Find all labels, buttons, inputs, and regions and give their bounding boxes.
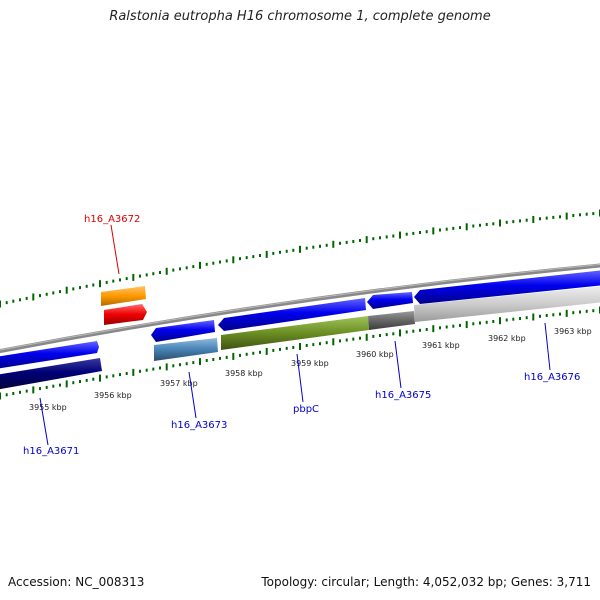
ruler-label: 3959 kbp [291,359,329,368]
gene-h16-a3675-forward[interactable] [367,292,413,309]
accession-text: Accession: NC_008313 [8,575,145,589]
gene-h16-a3671-reverse[interactable] [0,358,102,390]
topology-text: Topology: circular; Length: 4,052,032 bp… [261,575,591,589]
gene-label-h16-a3671[interactable]: h16_A3671 [23,446,79,457]
upper-tick-track [0,209,600,308]
gene-h16-a3673-forward[interactable] [151,320,215,342]
gene-h16-a3675-reverse[interactable] [368,311,415,330]
gene-h16-a3671-forward[interactable] [0,341,99,369]
gene-h16-a3672-orange[interactable] [101,286,146,306]
map-title: Ralstonia eutropha H16 chromosome 1, com… [109,9,491,24]
gene-label-h16-a3676[interactable]: h16_A3676 [524,372,580,383]
ruler-label: 3955 kbp [29,403,67,412]
gene-label-h16-a3675[interactable]: h16_A3675 [375,390,431,401]
ruler-label: 3961 kbp [422,341,460,350]
gene-label-h16-a3673[interactable]: h16_A3673 [171,420,227,431]
ruler-labels: 3955 kbp 3956 kbp 3957 kbp 3958 kbp 3959… [29,327,592,412]
gene-h16-a3673-reverse[interactable] [154,338,218,361]
ruler-label: 3956 kbp [94,391,132,400]
chromosome-backbone [0,263,600,354]
ruler-label: 3963 kbp [554,327,592,336]
ruler-label: 3962 kbp [488,334,526,343]
ruler-label: 3960 kbp [356,350,394,359]
forward-genes [0,270,600,369]
lower-tick-track [0,306,600,400]
reverse-genes [0,286,600,390]
gene-pbpc-forward[interactable] [218,298,366,331]
gene-labels: h16_A3672 h16_A3671 h16_A3673 pbpC h16_A… [23,214,580,457]
gene-label-h16-a3672[interactable]: h16_A3672 [84,214,140,225]
gene-h16-a3676-forward[interactable] [414,270,600,304]
ruler-label: 3957 kbp [160,379,198,388]
gene-h16-a3672-red[interactable] [104,304,147,325]
gene-label-pbpc[interactable]: pbpC [293,404,319,415]
gene-pbpc-reverse[interactable] [221,316,369,350]
ruler-label: 3958 kbp [225,369,263,378]
gene-h16-a3676-reverse[interactable] [414,286,600,322]
chromosome-backbone-highlight [0,263,600,351]
label-leaders [39,224,551,446]
